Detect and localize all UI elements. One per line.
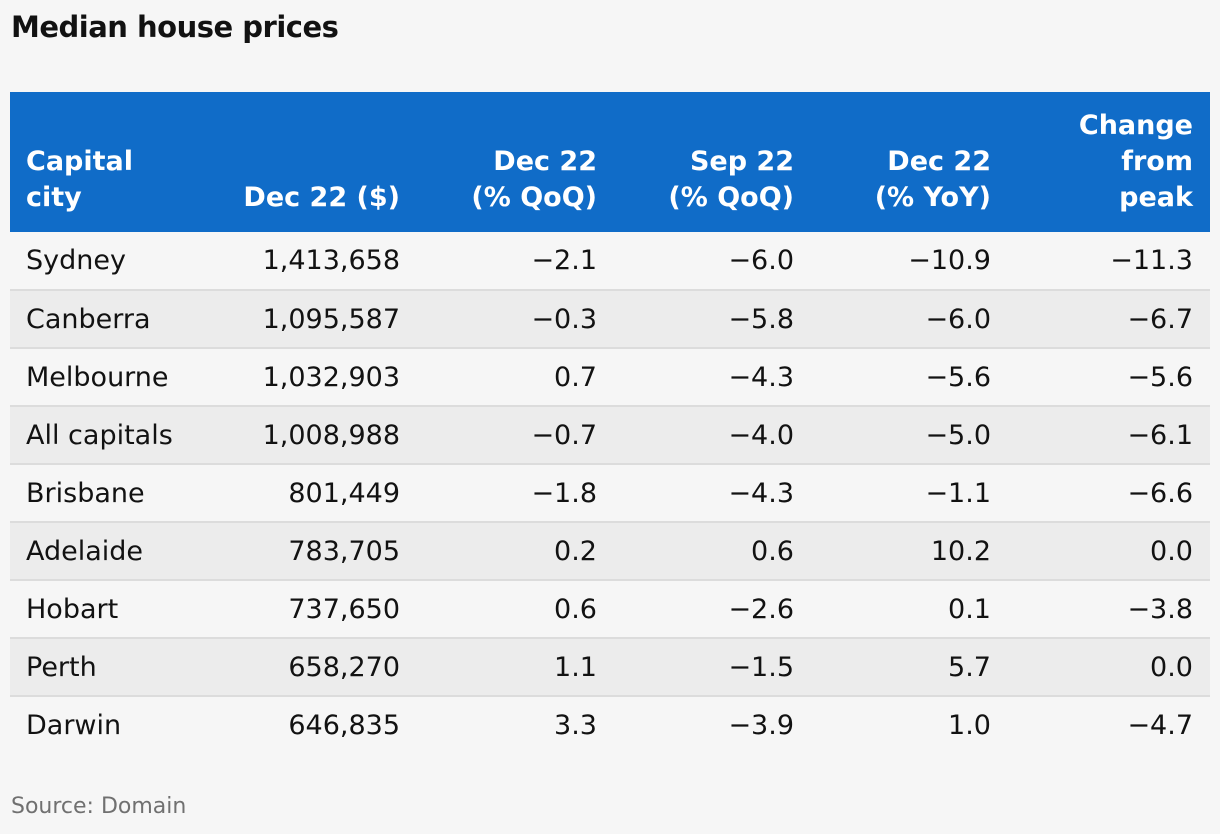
column-header-dec22-yoy: Dec 22 (% YoY) xyxy=(874,146,991,213)
cell-dec22-qoq: 0.2 xyxy=(554,535,597,567)
cell-dec22-qoq: −0.3 xyxy=(531,303,597,335)
cell-dec22-qoq: −0.7 xyxy=(531,419,597,451)
cell-dec22-price: 1,095,587 xyxy=(262,303,400,335)
cell-capital-city: Hobart xyxy=(26,593,119,625)
cell-dec22-yoy: 5.7 xyxy=(948,651,991,683)
table-row: Sydney 1,413,658 −2.1 −6.0 −10.9 −11.3 xyxy=(10,232,1210,290)
cell-sep22-qoq: −6.0 xyxy=(728,245,794,276)
cell-dec22-yoy: −6.0 xyxy=(925,303,991,335)
source-note: Source: Domain xyxy=(11,794,187,819)
cell-dec22-price: 1,032,903 xyxy=(262,361,400,393)
cell-dec22-price: 658,270 xyxy=(288,651,400,683)
data-table: Capital city Dec 22 ($) Dec 22 (% QoQ) S… xyxy=(10,92,1210,754)
cell-dec22-qoq: 0.7 xyxy=(554,361,597,393)
cell-dec22-price: 737,650 xyxy=(288,593,400,625)
column-header-change-from-peak: Change from peak xyxy=(1078,110,1193,213)
cell-sep22-qoq: −2.6 xyxy=(728,593,794,625)
table-row: Darwin 646,835 3.3 −3.9 1.0 −4.7 xyxy=(10,696,1210,754)
table-row: Adelaide 783,705 0.2 0.6 10.2 0.0 xyxy=(10,522,1210,580)
cell-dec22-yoy: −1.1 xyxy=(925,477,991,509)
cell-change-from-peak: −6.1 xyxy=(1127,419,1193,451)
cell-sep22-qoq: −1.5 xyxy=(728,651,794,683)
cell-change-from-peak: −4.7 xyxy=(1127,710,1193,741)
cell-dec22-price: 801,449 xyxy=(288,477,400,509)
cell-dec22-yoy: −10.9 xyxy=(908,245,991,276)
column-header-capital-city: Capital city xyxy=(26,146,133,213)
cell-dec22-qoq: 1.1 xyxy=(554,651,597,683)
cell-sep22-qoq: −5.8 xyxy=(728,303,794,335)
cell-change-from-peak: −6.7 xyxy=(1127,303,1193,335)
cell-capital-city: Darwin xyxy=(26,710,122,741)
cell-sep22-qoq: −4.3 xyxy=(728,477,794,509)
cell-sep22-qoq: −4.3 xyxy=(728,361,794,393)
header-row: Capital city Dec 22 ($) Dec 22 (% QoQ) S… xyxy=(10,92,1210,232)
cell-dec22-yoy: −5.6 xyxy=(925,361,991,393)
table-header: Capital city Dec 22 ($) Dec 22 (% QoQ) S… xyxy=(10,92,1210,232)
cell-sep22-qoq: −3.9 xyxy=(728,710,794,741)
cell-dec22-price: 646,835 xyxy=(288,710,400,741)
cell-dec22-yoy: 0.1 xyxy=(948,593,991,625)
table-row: Perth 658,270 1.1 −1.5 5.7 0.0 xyxy=(10,638,1210,696)
cell-change-from-peak: 0.0 xyxy=(1150,535,1193,567)
cell-change-from-peak: −6.6 xyxy=(1127,477,1193,509)
cell-dec22-price: 1,413,658 xyxy=(262,245,400,276)
cell-change-from-peak: −3.8 xyxy=(1127,593,1193,625)
table-body: Sydney 1,413,658 −2.1 −6.0 −10.9 −11.3 Canberr… xyxy=(10,232,1210,754)
cell-change-from-peak: −5.6 xyxy=(1127,361,1193,393)
table-row: Brisbane 801,449 −1.8 −4.3 −1.1 −6.6 xyxy=(10,464,1210,522)
cell-change-from-peak: 0.0 xyxy=(1150,651,1193,683)
table-row: Canberra 1,095,587 −0.3 −5.8 −6.0 −6.7 xyxy=(10,290,1210,348)
table-row: Hobart 737,650 0.6 −2.6 0.1 −3.8 xyxy=(10,580,1210,638)
cell-dec22-yoy: −5.0 xyxy=(925,419,991,451)
cell-dec22-yoy: 1.0 xyxy=(948,710,991,741)
cell-capital-city: Brisbane xyxy=(26,477,145,509)
cell-dec22-yoy: 10.2 xyxy=(930,535,991,567)
cell-dec22-qoq: −1.8 xyxy=(531,477,597,509)
cell-capital-city: All capitals xyxy=(26,419,173,451)
cell-capital-city: Canberra xyxy=(26,303,151,335)
column-header-dec22-qoq: Dec 22 (% QoQ) xyxy=(471,146,597,213)
cell-change-from-peak: −11.3 xyxy=(1110,245,1193,276)
cell-sep22-qoq: −4.0 xyxy=(728,419,794,451)
table-row: Melbourne 1,032,903 0.7 −4.3 −5.6 −5.6 xyxy=(10,348,1210,406)
chart-title: Median house prices xyxy=(11,10,339,44)
cell-dec22-qoq: 0.6 xyxy=(554,593,597,625)
cell-capital-city: Melbourne xyxy=(26,361,169,393)
cell-dec22-price: 783,705 xyxy=(288,535,400,567)
cell-dec22-price: 1,008,988 xyxy=(262,419,400,451)
cell-capital-city: Perth xyxy=(26,651,97,683)
column-header-dec22-price: Dec 22 ($) xyxy=(243,182,400,213)
cell-sep22-qoq: 0.6 xyxy=(751,535,794,567)
cell-dec22-qoq: 3.3 xyxy=(554,710,597,741)
table-row: All capitals 1,008,988 −0.7 −4.0 −5.0 −6.1 xyxy=(10,406,1210,464)
cell-dec22-qoq: −2.1 xyxy=(531,245,597,276)
column-header-sep22-qoq: Sep 22 (% QoQ) xyxy=(668,146,794,213)
cell-capital-city: Adelaide xyxy=(26,535,144,567)
cell-capital-city: Sydney xyxy=(26,245,126,276)
